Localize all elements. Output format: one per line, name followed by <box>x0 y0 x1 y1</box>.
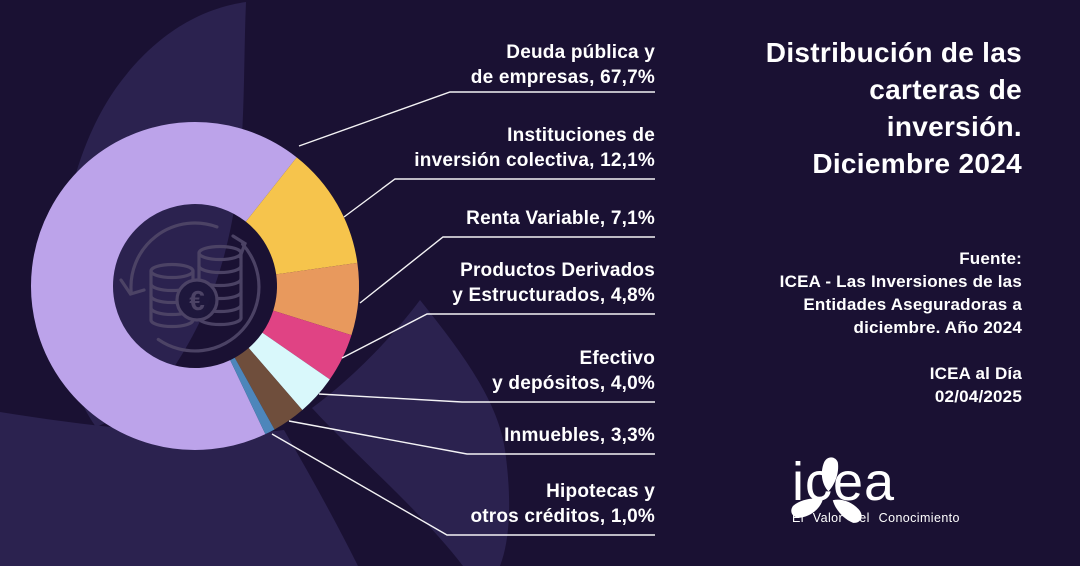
cycle-arrow-arc-left <box>129 221 219 295</box>
watermark-petal-right <box>312 300 510 566</box>
icea-logo: icea El Valor del Conocimiento <box>782 450 960 525</box>
segment-label-2: Instituciones de inversión colectiva, 12… <box>414 125 655 171</box>
cycle-arrow-arc-right <box>156 242 261 353</box>
segment-label-7: Hipotecas y otros créditos, 1,0% <box>470 481 655 527</box>
leader-line-4 <box>341 313 655 359</box>
donut-segment-6 <box>233 347 303 430</box>
segment-label-3: Renta Variable, 7,1% <box>466 208 655 229</box>
donut-segment-3 <box>272 262 359 336</box>
source-note: Fuente: ICEA - Las Inversiones de las En… <box>779 249 1022 337</box>
euro-symbol: € <box>189 285 205 316</box>
donut-segment-2 <box>244 157 358 276</box>
leader-line-5 <box>318 393 655 403</box>
leader-line-6 <box>288 420 655 455</box>
edition-date: ICEA al Día 02/04/2025 <box>929 364 1022 406</box>
segment-label-5: Efectivo y depósitos, 4,0% <box>492 348 655 394</box>
leader-line-1 <box>298 91 655 147</box>
donut-segment-4 <box>261 309 352 380</box>
donut-segment-1 <box>31 122 297 450</box>
cycle-arrowhead-left <box>119 278 146 296</box>
segment-label-4: Productos Derivados y Estructurados, 4,8… <box>452 260 655 306</box>
leader-lines <box>271 91 655 536</box>
leader-line-7 <box>271 433 655 536</box>
watermark-petal-bottom-left <box>0 412 358 566</box>
donut-segment-5 <box>247 331 330 410</box>
logo-name: icea <box>792 452 896 512</box>
donut-chart <box>31 122 359 450</box>
euro-coin-icon: € <box>175 278 219 322</box>
leader-line-3 <box>359 236 655 304</box>
segment-label-1: Deuda pública y de empresas, 67,7% <box>470 42 655 88</box>
segment-label-6: Inmuebles, 3,3% <box>504 425 655 446</box>
donut-segment-7 <box>229 357 275 435</box>
logo-tagline: El Valor del Conocimiento <box>792 511 960 525</box>
coins-euro-cycle-icon: € <box>119 221 261 353</box>
cycle-arrowhead-right <box>231 234 247 259</box>
leader-line-2 <box>343 178 655 218</box>
page-title: Distribución de las carteras de inversió… <box>765 37 1022 179</box>
